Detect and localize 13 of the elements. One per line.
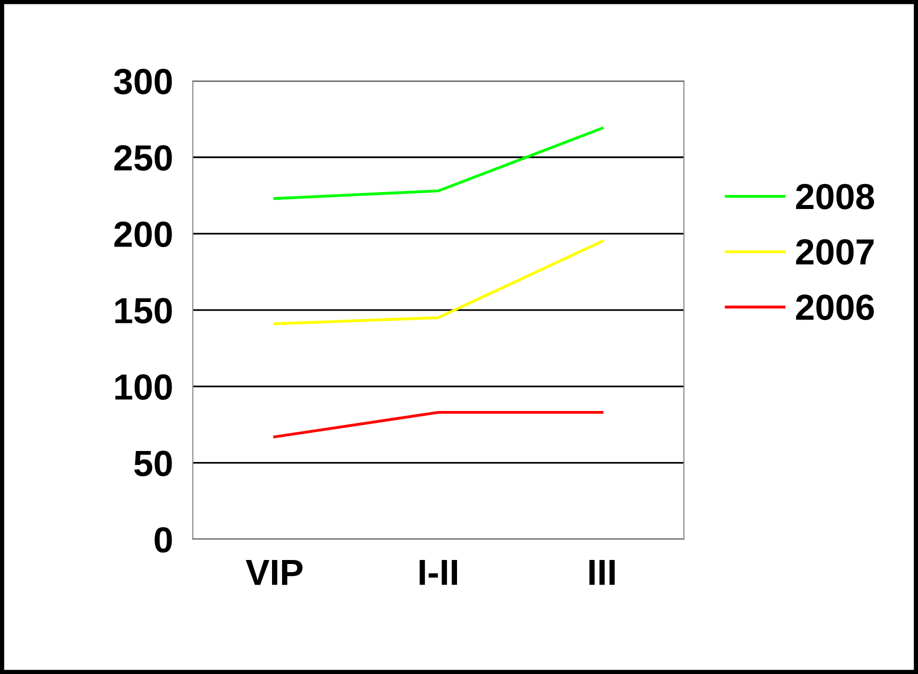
x-tick-label: I-II [420, 560, 457, 585]
y-tick-label: 50 [134, 450, 172, 476]
y-tick-label: 200 [114, 222, 172, 248]
x-tick-label: VIP [246, 560, 302, 585]
legend-label: 2008 [796, 184, 874, 210]
y-tick-label: 300 [114, 68, 172, 94]
y-tick-label: 150 [115, 298, 172, 324]
legend-label: 2006 [796, 294, 874, 320]
y-tick-label: 250 [114, 145, 172, 171]
x-tick-label: III [589, 560, 615, 585]
legend-label: 2007 [796, 239, 874, 265]
y-tick-label: 100 [115, 374, 172, 400]
y-tick-label: 0 [154, 527, 172, 553]
